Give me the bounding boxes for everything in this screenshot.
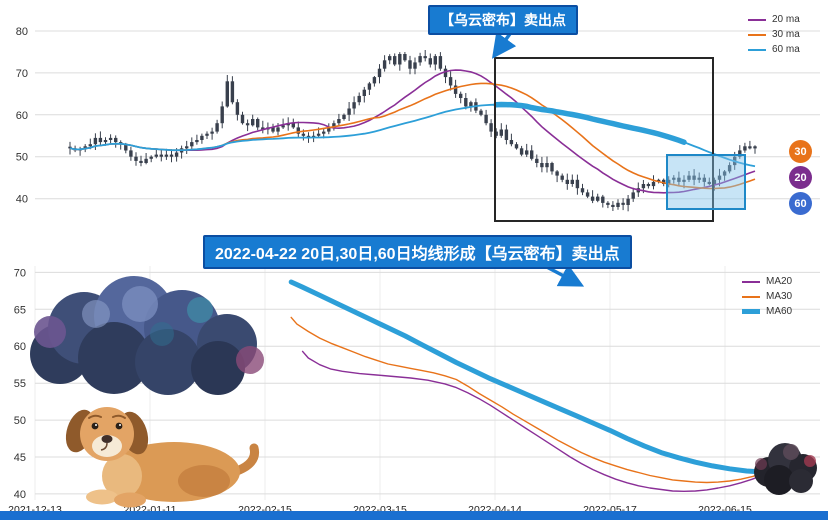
- svg-text:50: 50: [14, 415, 26, 427]
- small-dark-cloud-icon: [754, 443, 817, 495]
- line-MA60: [288, 279, 801, 475]
- legend-item-ma60: MA60: [742, 306, 792, 317]
- svg-text:40: 40: [16, 194, 28, 206]
- legend-item-ma30: MA30: [742, 291, 792, 302]
- legend-label: MA20: [766, 276, 793, 287]
- callout-arrow-down-icon: [491, 29, 517, 59]
- ma20-badge: 20: [789, 166, 812, 189]
- line-MA20: [301, 350, 799, 492]
- svg-text:70: 70: [16, 68, 28, 80]
- ma30-swatch-icon: [742, 295, 760, 298]
- ma60-swatch-icon: [748, 48, 766, 51]
- svg-text:60: 60: [14, 341, 26, 353]
- ma60-swatch-icon: [742, 309, 760, 314]
- legend-label: MA30: [766, 291, 793, 302]
- legend-item-60ma: 60 ma: [748, 44, 800, 55]
- ma20-swatch-icon: [748, 18, 766, 21]
- svg-text:70: 70: [14, 267, 26, 279]
- legend-label: 30 ma: [772, 29, 800, 40]
- legend-label: 60 ma: [772, 44, 800, 55]
- svg-text:80: 80: [16, 26, 28, 38]
- dark-cloud-icon: [30, 276, 264, 395]
- ma60-emphasis-segment: [493, 101, 687, 145]
- dog-icon: [65, 407, 260, 508]
- legend-item-30ma: 30 ma: [748, 29, 800, 40]
- ma-convergence-highlight-box: [666, 154, 746, 210]
- downtrend-highlight-box: [494, 57, 714, 222]
- legend-label: 20 ma: [772, 14, 800, 25]
- legend-label: MA60: [766, 306, 793, 317]
- line-MA30: [290, 316, 799, 484]
- legend-item-ma20: MA20: [742, 276, 792, 287]
- svg-text:60: 60: [16, 110, 28, 122]
- date-sell-point-callout: 2022-04-22 20日,30日,60日均线形成【乌云密布】卖出点: [203, 235, 632, 269]
- bottom-blue-bar: [0, 511, 828, 520]
- ma20-swatch-icon: [742, 280, 760, 283]
- svg-text:55: 55: [14, 378, 26, 390]
- top-candlestick-chart: 40 50 60 70 80: [16, 26, 820, 212]
- svg-text:65: 65: [14, 304, 26, 316]
- legend-item-20ma: 20 ma: [748, 14, 800, 25]
- top-grid: 40 50 60 70 80: [16, 26, 820, 206]
- dog-cloud-illustration: [30, 276, 264, 508]
- svg-text:40: 40: [14, 489, 26, 501]
- sell-point-callout: 【乌云密布】卖出点: [428, 5, 578, 35]
- svg-text:50: 50: [16, 152, 28, 164]
- ma60-badge: 60: [789, 192, 812, 215]
- top-legend: 20 ma 30 ma 60 ma: [748, 14, 800, 55]
- ma30-badge: 30: [789, 140, 812, 163]
- ma30-swatch-icon: [748, 33, 766, 36]
- bottom-legend: MA20 MA30 MA60: [742, 276, 792, 317]
- svg-text:45: 45: [14, 452, 26, 464]
